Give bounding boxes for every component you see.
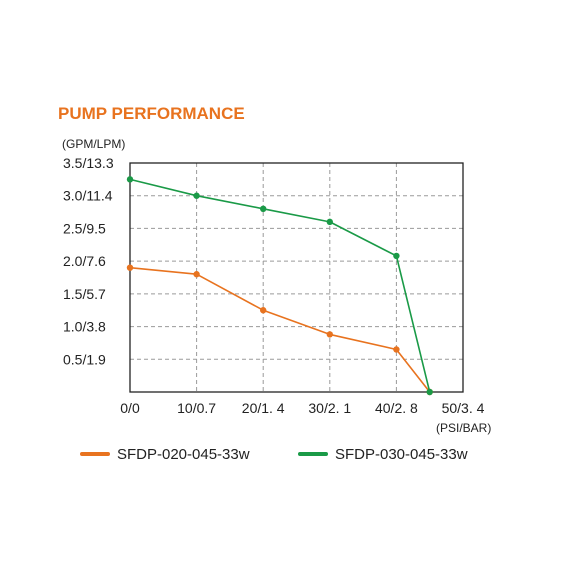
grid-lines: [130, 163, 463, 392]
x-tick-label: 40/2. 8: [375, 400, 418, 416]
y-tick-label: 0.5/1.9: [63, 351, 106, 367]
data-point: [193, 192, 200, 199]
legend: SFDP-020-045-33w SFDP-030-045-33w: [80, 446, 468, 463]
x-tick-label: 50/3. 4: [442, 400, 485, 416]
data-point: [193, 271, 200, 278]
data-point: [426, 388, 433, 396]
series-line: [129, 178, 431, 393]
y-tick-label: 3.5/13.3: [63, 155, 114, 171]
data-point: [260, 307, 267, 314]
y-tick-labels: 0.5/1.9 1.0/3.8 1.5/5.7 2.0/7.6 2.5/9.5 3.0/1…: [63, 155, 114, 367]
y-axis-unit-label: (GPM/LPM): [62, 137, 125, 151]
series-0: [126, 264, 433, 396]
y-tick-label: 2.5/9.5: [63, 220, 106, 236]
x-tick-label: 10/0.7: [177, 400, 216, 416]
plot-area-frame: [129, 162, 464, 393]
data-point: [260, 205, 267, 212]
y-tick-label: 1.0/3.8: [63, 319, 106, 335]
data-point: [393, 346, 400, 353]
x-tick-label: 20/1. 4: [242, 400, 285, 416]
y-tick-label: 1.5/5.7: [63, 286, 106, 302]
data-point: [126, 264, 134, 271]
x-axis-unit-label: (PSI/BAR): [436, 421, 491, 435]
y-tick-label: 3.0/11.4: [63, 188, 113, 204]
data-series: [126, 176, 433, 396]
x-tick-label: 0/0: [120, 400, 140, 416]
series-line: [129, 266, 431, 393]
x-tick-labels: 0/0 10/0.7 20/1. 4 30/2. 1 40/2. 8 50/3. 4: [120, 400, 484, 416]
data-point: [126, 176, 134, 183]
series-1: [126, 176, 433, 396]
data-point: [326, 331, 333, 338]
data-point: [393, 252, 400, 260]
chart-title: PUMP PERFORMANCE: [58, 104, 245, 123]
legend-entry-label: SFDP-030-045-33w: [335, 446, 468, 463]
data-point: [326, 218, 333, 226]
legend-entry-label: SFDP-020-045-33w: [117, 446, 250, 463]
y-tick-label: 2.0/7.6: [63, 253, 106, 269]
x-tick-label: 30/2. 1: [308, 400, 351, 416]
